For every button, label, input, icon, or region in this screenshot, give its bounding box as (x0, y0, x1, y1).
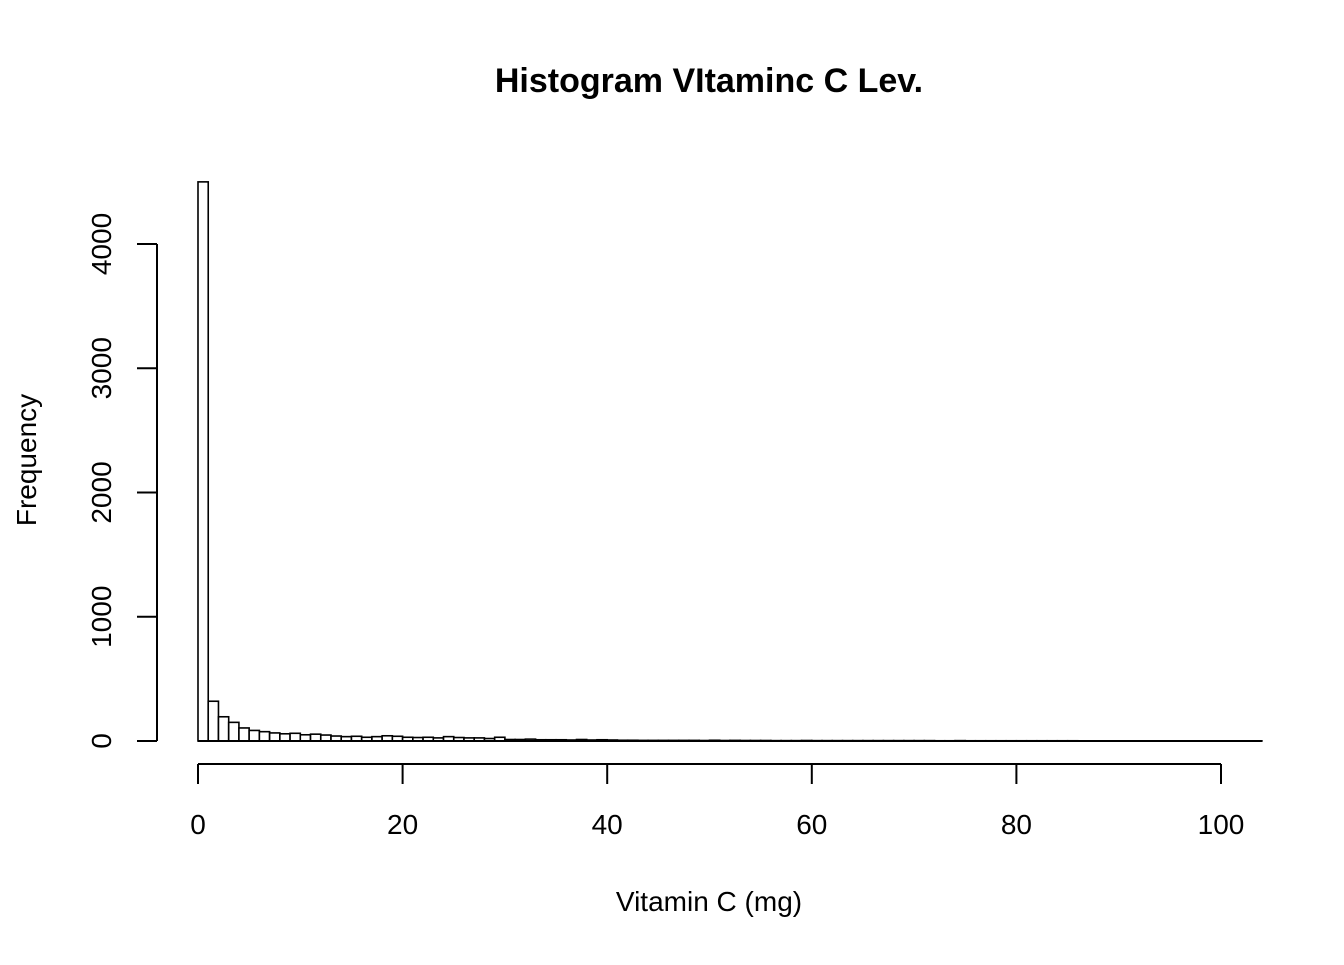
histogram-bar (290, 733, 300, 741)
x-axis-label: Vitamin C (mg) (616, 886, 802, 917)
x-axis: 0 20 40 60 80 100 (190, 764, 1244, 840)
histogram-bar (259, 732, 269, 741)
x-tick-label: 80 (1001, 809, 1032, 840)
histogram-bar (239, 728, 249, 741)
histogram-bar (208, 701, 218, 741)
histogram-bar (270, 733, 280, 741)
y-tick-label: 0 (86, 733, 117, 749)
bars-group (198, 182, 1262, 741)
histogram-bar (280, 734, 290, 741)
histogram-bar (249, 730, 259, 741)
histogram-bar (218, 717, 228, 741)
x-tick-label: 60 (796, 809, 827, 840)
y-tick-label: 1000 (86, 586, 117, 648)
x-tick-label: 0 (190, 809, 206, 840)
y-axis-label: Frequency (11, 394, 42, 526)
histogram-bar (198, 182, 208, 741)
y-tick-label: 4000 (86, 213, 117, 275)
x-tick-label: 20 (387, 809, 418, 840)
histogram-bar (229, 722, 239, 741)
x-tick-label: 100 (1198, 809, 1245, 840)
y-tick-label: 2000 (86, 461, 117, 523)
y-axis: 0 1000 2000 3000 4000 (86, 213, 157, 749)
y-tick-label: 3000 (86, 337, 117, 399)
histogram-bar (311, 734, 321, 741)
x-tick-label: 40 (592, 809, 623, 840)
chart-title: Histogram VItaminc C Lev. (495, 62, 923, 100)
